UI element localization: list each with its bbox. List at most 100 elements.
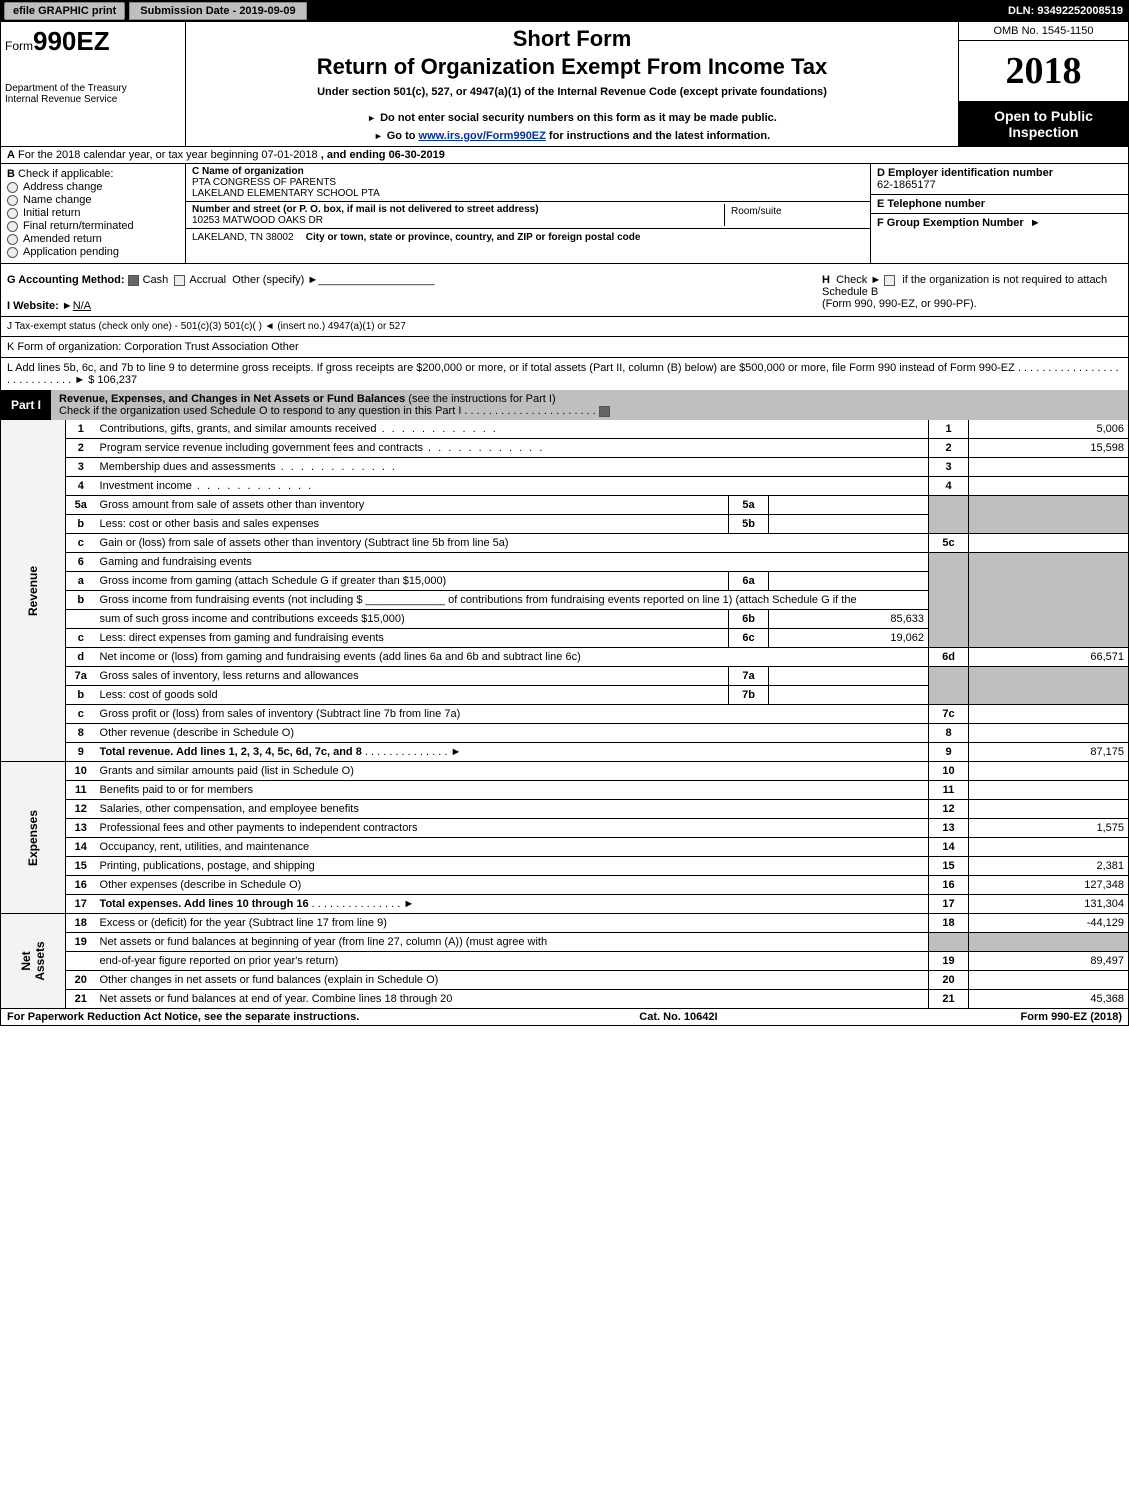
sn-5a: 5a <box>729 496 769 515</box>
part1-checkbox[interactable] <box>599 405 614 417</box>
sv-7a <box>769 667 929 686</box>
val-19: 89,497 <box>969 952 1129 971</box>
num-11: 11 <box>929 781 969 800</box>
irs-link[interactable]: www.irs.gov/Form990EZ <box>419 130 546 142</box>
ln-3: 3 <box>66 458 96 477</box>
sv-5b <box>769 515 929 534</box>
row-a-text: For the 2018 calendar year, or tax year … <box>18 149 318 161</box>
num-5c: 5c <box>929 534 969 553</box>
part1-sub: (see the instructions for Part I) <box>408 393 555 405</box>
room-suite: Room/suite <box>724 204 864 226</box>
desc-9-text: Total revenue. Add lines 1, 2, 3, 4, 5c,… <box>100 746 362 758</box>
part1-title-text: Revenue, Expenses, and Changes in Net As… <box>59 393 405 405</box>
val-18: -44,129 <box>969 914 1129 933</box>
part1-title: Revenue, Expenses, and Changes in Net As… <box>51 390 1128 420</box>
ln-19: 19 <box>66 933 96 952</box>
h-checkbox[interactable] <box>884 274 899 286</box>
expenses-sidetab: Expenses <box>1 762 66 914</box>
city-value: LAKELAND, TN 38002 <box>192 232 294 243</box>
ln-6c: c <box>66 629 96 648</box>
ln-7b: b <box>66 686 96 705</box>
num-10: 10 <box>929 762 969 781</box>
header-left: Form990EZ Department of the Treasury Int… <box>1 22 186 146</box>
col-b: B Check if applicable: Address change Na… <box>1 164 186 263</box>
h-col: H Check ► if the organization is not req… <box>822 274 1122 312</box>
i-label: I Website: ► <box>7 300 73 312</box>
org-name2: LAKELAND ELEMENTARY SCHOOL PTA <box>192 188 864 199</box>
val-21: 45,368 <box>969 990 1129 1009</box>
row-k: K Form of organization: Corporation Trus… <box>0 337 1129 358</box>
num-9: 9 <box>929 743 969 762</box>
row-l: L Add lines 5b, 6c, and 7b to line 9 to … <box>0 358 1129 390</box>
dln-label: DLN: 93492252008519 <box>1008 5 1129 17</box>
desc-7a: Gross sales of inventory, less returns a… <box>96 667 729 686</box>
check-accrual[interactable] <box>174 274 189 286</box>
check-amended-return[interactable]: Amended return <box>7 233 179 245</box>
desc-6: Gaming and fundraising events <box>96 553 929 572</box>
netassets-label: Net Assets <box>19 933 47 989</box>
goto-pre: Go to <box>387 130 419 142</box>
street-value: 10253 MATWOOD OAKS DR <box>192 215 724 226</box>
desc-2: Program service revenue including govern… <box>96 439 929 458</box>
ln-5b: b <box>66 515 96 534</box>
desc-5c: Gain or (loss) from sale of assets other… <box>96 534 929 553</box>
num-3: 3 <box>929 458 969 477</box>
part1-label: Part I <box>1 395 51 415</box>
footer-right: Form 990-EZ (2018) <box>1021 1011 1122 1023</box>
row-a: A For the 2018 calendar year, or tax yea… <box>0 147 1129 164</box>
h-label: H <box>822 274 830 286</box>
ln-20: 20 <box>66 971 96 990</box>
ln-2: 2 <box>66 439 96 458</box>
shade-7 <box>929 667 969 705</box>
c-name-label: C Name of organization <box>192 166 864 177</box>
num-8: 8 <box>929 724 969 743</box>
ln-10: 10 <box>66 762 96 781</box>
f-group-box: F Group Exemption Number ► <box>871 214 1128 232</box>
c-name-box: C Name of organization PTA CONGRESS OF P… <box>186 164 870 202</box>
val-8 <box>969 724 1129 743</box>
check-initial-return[interactable]: Initial return <box>7 207 179 219</box>
department-label: Department of the Treasury <box>5 83 181 94</box>
num-17: 17 <box>929 895 969 914</box>
short-form-title: Short Form <box>192 26 952 52</box>
desc-9: Total revenue. Add lines 1, 2, 3, 4, 5c,… <box>96 743 929 762</box>
check-final-return[interactable]: Final return/terminated <box>7 220 179 232</box>
form-prefix: Form <box>5 39 33 53</box>
g-cash: Cash <box>143 274 169 286</box>
val-20 <box>969 971 1129 990</box>
check-cash[interactable] <box>128 274 143 286</box>
num-18: 18 <box>929 914 969 933</box>
c-city-box: LAKELAND, TN 38002 City or town, state o… <box>186 229 870 245</box>
under-section: Under section 501(c), 527, or 4947(a)(1)… <box>192 86 952 98</box>
ln-5a: 5a <box>66 496 96 515</box>
check-name-change[interactable]: Name change <box>7 194 179 206</box>
sv-6a <box>769 572 929 591</box>
check-application-pending[interactable]: Application pending <box>7 246 179 258</box>
desc-18: Excess or (deficit) for the year (Subtra… <box>96 914 929 933</box>
row-a-ending: , and ending 06-30-2019 <box>321 149 445 161</box>
num-20: 20 <box>929 971 969 990</box>
val-16: 127,348 <box>969 876 1129 895</box>
col-c: C Name of organization PTA CONGRESS OF P… <box>186 164 870 263</box>
open-line1: Open to Public <box>994 108 1093 124</box>
val-15: 2,381 <box>969 857 1129 876</box>
omb-number: OMB No. 1545-1150 <box>959 22 1128 41</box>
row-j: J Tax-exempt status (check only one) - 5… <box>0 317 1129 337</box>
ln-1: 1 <box>66 420 96 439</box>
top-bar: efile GRAPHIC print Submission Date - 20… <box>0 0 1129 22</box>
open-line2: Inspection <box>1008 124 1078 140</box>
desc-7c: Gross profit or (loss) from sales of inv… <box>96 705 929 724</box>
desc-17-text: Total expenses. Add lines 10 through 16 <box>100 898 309 910</box>
ln-18: 18 <box>66 914 96 933</box>
desc-6c: Less: direct expenses from gaming and fu… <box>96 629 729 648</box>
efile-print-button[interactable]: efile GRAPHIC print <box>4 2 125 20</box>
irs-label: Internal Revenue Service <box>5 94 181 105</box>
desc-7b: Less: cost of goods sold <box>96 686 729 705</box>
check-address-change[interactable]: Address change <box>7 181 179 193</box>
ln-11: 11 <box>66 781 96 800</box>
desc-14: Occupancy, rent, utilities, and maintena… <box>96 838 929 857</box>
sn-5b: 5b <box>729 515 769 534</box>
ln-16: 16 <box>66 876 96 895</box>
ln-14: 14 <box>66 838 96 857</box>
shade-19 <box>929 933 969 952</box>
